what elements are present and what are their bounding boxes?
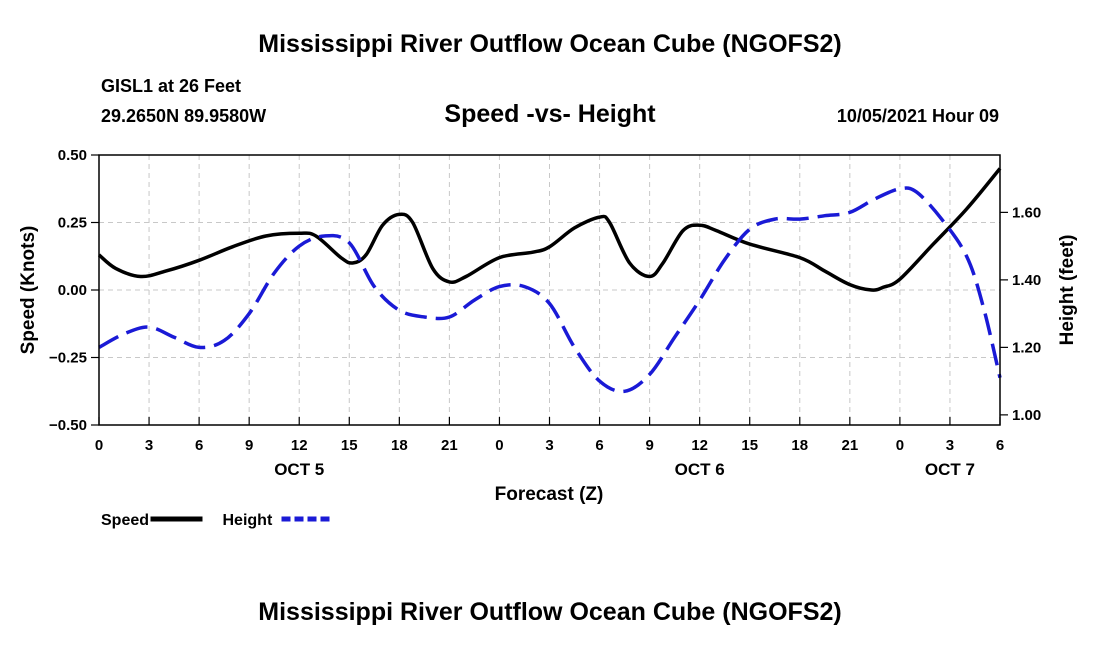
x-tick-label: 0 — [95, 437, 103, 454]
day-label: OCT 7 — [925, 460, 975, 479]
station-label: GISL1 at 26 Feet — [101, 76, 242, 96]
left-tick-label: 0.00 — [58, 282, 87, 299]
chart-subtitle: Speed -vs- Height — [444, 100, 656, 128]
x-tick-label: 3 — [145, 437, 153, 454]
x-tick-label: 21 — [841, 437, 858, 454]
right-tick-label: 1.20 — [1012, 339, 1041, 356]
station-coordinates: 29.2650N 89.9580W — [101, 106, 267, 126]
day-label: OCT 5 — [274, 460, 324, 479]
x-tick-label: 6 — [595, 437, 603, 454]
legend-label-speed: Speed — [101, 512, 149, 529]
grid-layer — [99, 155, 1000, 425]
x-tick-label: 3 — [545, 437, 553, 454]
x-tick-label: 0 — [896, 437, 904, 454]
day-label: OCT 6 — [675, 460, 725, 479]
left-tick-label: 0.50 — [58, 147, 87, 164]
x-tick-label: 12 — [291, 437, 308, 454]
left-tick-label: −0.25 — [49, 350, 87, 367]
right-axis-title: Height (feet) — [1057, 235, 1078, 346]
series-line-height — [98, 186, 1002, 394]
x-tick-label: 15 — [741, 437, 758, 454]
x-tick-label: 18 — [791, 437, 808, 454]
x-axis-title: Forecast (Z) — [495, 484, 604, 505]
left-axis-title: Speed (Knots) — [18, 226, 39, 355]
series-line-speed — [97, 167, 1002, 292]
left-tick-label: 0.25 — [58, 215, 87, 232]
x-tick-label: 9 — [245, 437, 253, 454]
x-tick-label: 9 — [645, 437, 653, 454]
x-tick-label: 0 — [495, 437, 503, 454]
right-tick-label: 1.60 — [1012, 204, 1041, 221]
x-tick-label: 21 — [441, 437, 458, 454]
right-tick-label: 1.00 — [1012, 407, 1041, 424]
legend-label-height: Height — [223, 512, 273, 529]
chart-main-title: Mississippi River Outflow Ocean Cube (NG… — [258, 30, 842, 58]
x-tick-label: 3 — [946, 437, 954, 454]
right-tick-label: 1.40 — [1012, 272, 1041, 289]
x-tick-label: 12 — [691, 437, 708, 454]
x-tick-label: 6 — [195, 437, 203, 454]
x-tick-label: 6 — [996, 437, 1004, 454]
x-tick-label: 15 — [341, 437, 358, 454]
left-tick-label: −0.50 — [49, 417, 87, 434]
legend: Speed Height — [101, 512, 334, 529]
chart-footer-title: Mississippi River Outflow Ocean Cube (NG… — [258, 598, 842, 626]
forecast-datetime: 10/05/2021 Hour 09 — [836, 106, 999, 126]
series-layer — [97, 167, 1002, 394]
tick-layer: 0 3 6 9 12 15 18 21 0 3 6 9 12 15 18 21 0 3 6 OCT 5 OCT 6 OCT… — [49, 147, 1041, 479]
x-tick-label: 18 — [391, 437, 408, 454]
